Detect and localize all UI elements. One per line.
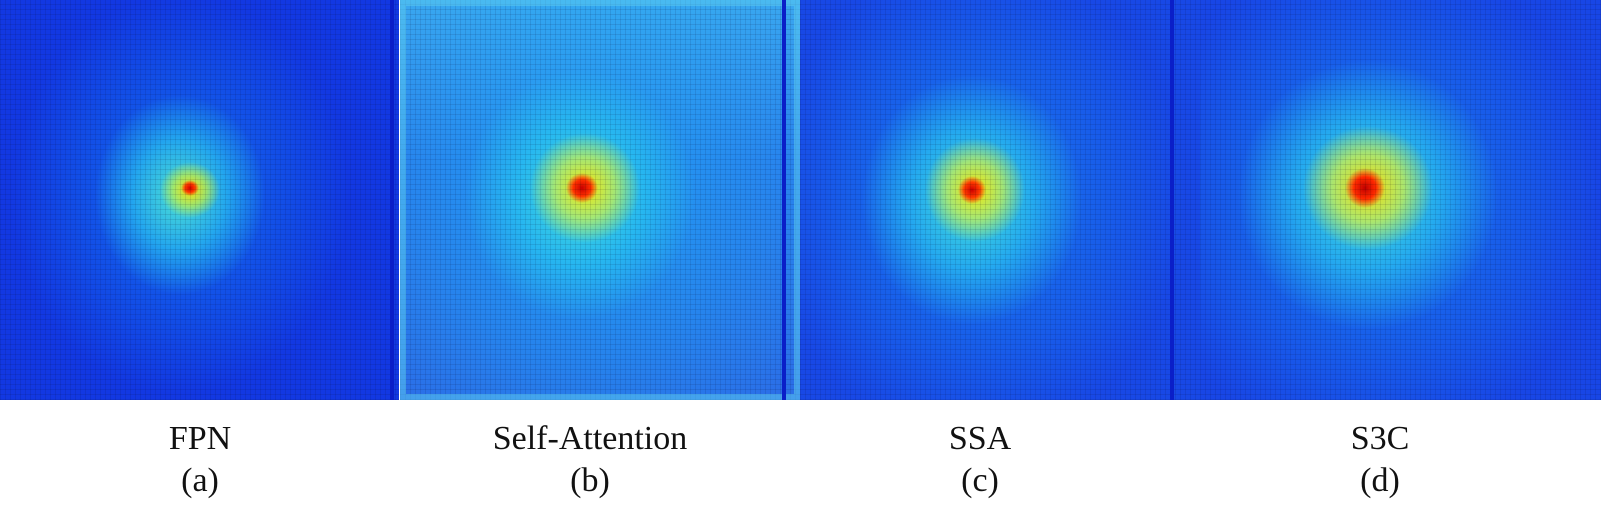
- caption-method: FPN: [168, 420, 232, 457]
- heatmap-ssa-image: [800, 0, 1200, 400]
- panel-separator: [1170, 0, 1174, 400]
- heatmap-fpn-image: [0, 0, 399, 400]
- caption-ssa: SSA (c): [780, 418, 1180, 502]
- caption-method: S3C: [1350, 420, 1410, 457]
- heatmap-self-attention: [400, 0, 800, 400]
- heatmap-s3c: [1200, 0, 1601, 400]
- caption-index: (a): [181, 462, 219, 499]
- caption-index: (b): [570, 462, 610, 499]
- heatmap-self-attention-image: [400, 0, 800, 400]
- panel-separator: [390, 0, 394, 400]
- caption-self-attention: Self-Attention (b): [390, 418, 790, 502]
- caption-s3c: S3C (d): [1180, 418, 1580, 502]
- heatmap-panels: [0, 0, 1601, 400]
- caption-index: (d): [1360, 462, 1400, 499]
- heatmap-fpn: [0, 0, 399, 400]
- caption-method: Self-Attention: [492, 420, 688, 457]
- caption-index: (c): [961, 462, 999, 499]
- heatmap-s3c-texture: [1200, 0, 1601, 400]
- heatmap-ssa-texture: [800, 0, 1200, 400]
- heatmap-fpn-texture: [0, 0, 399, 400]
- heatmap-self-attention-texture: [400, 0, 800, 400]
- panel-separator: [782, 0, 786, 400]
- heatmap-s3c-image: [1200, 0, 1601, 400]
- caption-fpn: FPN (a): [0, 418, 400, 502]
- caption-method: SSA: [948, 420, 1012, 457]
- heatmap-ssa: [800, 0, 1200, 400]
- captions: FPN (a) Self-Attention (b) SSA (c) S3C (…: [0, 418, 1601, 518]
